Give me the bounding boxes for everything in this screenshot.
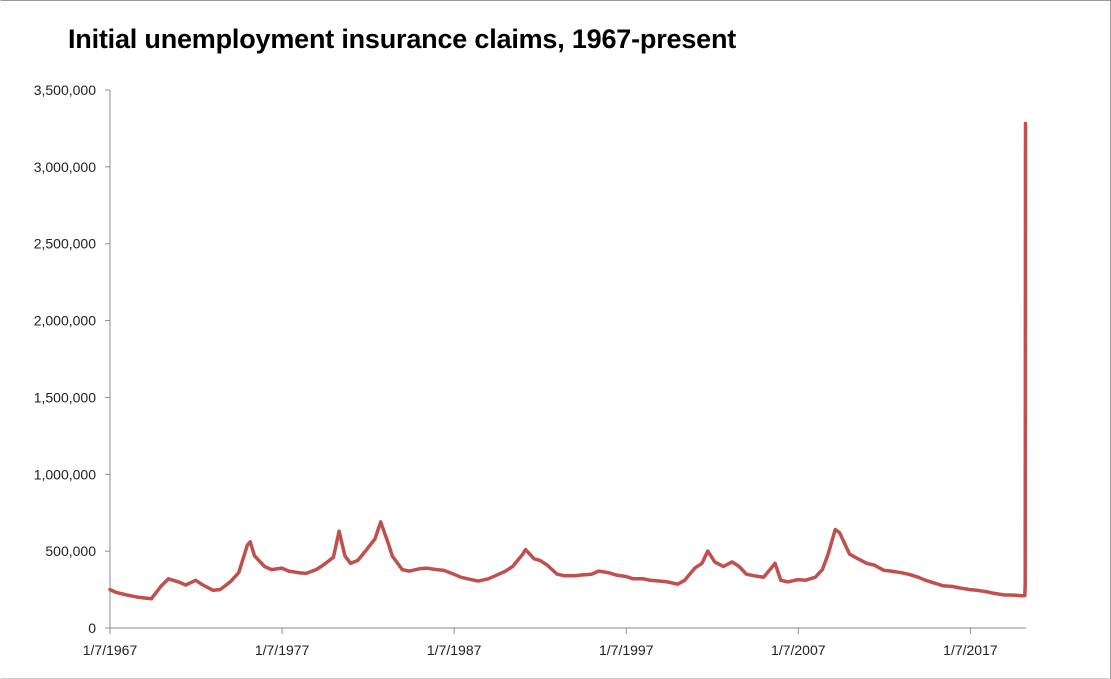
x-tick-label: 1/7/1967 [83, 642, 138, 658]
y-tick-label: 1,000,000 [34, 466, 96, 482]
y-tick-label: 0 [88, 620, 96, 636]
y-tick-label: 2,000,000 [34, 313, 96, 329]
y-tick-label: 1,500,000 [34, 389, 96, 405]
x-tick-label: 1/7/2007 [771, 642, 826, 658]
x-tick-label: 1/7/1977 [255, 642, 310, 658]
x-tick-label: 1/7/1997 [599, 642, 654, 658]
ticks: 0 500,000 1,000,000 1,500,000 2,000,000 2,500… [34, 82, 998, 658]
y-tick-label: 2,500,000 [34, 236, 96, 252]
y-tick-label: 500,000 [45, 543, 96, 559]
y-tick-label: 3,500,000 [34, 82, 96, 98]
x-tick-label: 1/7/2017 [943, 642, 998, 658]
series-group [108, 121, 1028, 601]
series-line [108, 121, 1028, 601]
chart-title: Initial unemployment insurance claims, 1… [68, 24, 737, 54]
y-tick-label: 3,000,000 [34, 159, 96, 175]
x-tick-label: 1/7/1987 [427, 642, 482, 658]
axes [109, 90, 1026, 629]
